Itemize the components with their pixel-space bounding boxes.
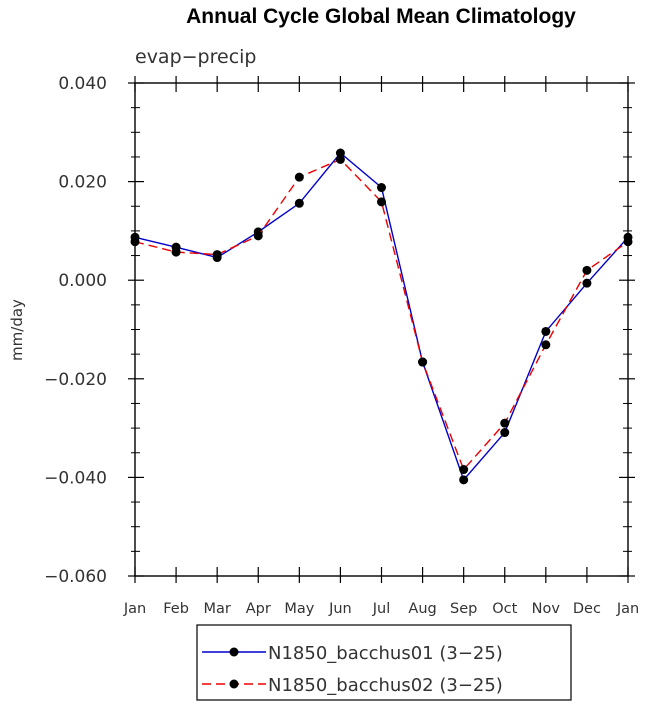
y-tick-label: −0.020 <box>44 370 107 390</box>
x-tick-label: Jan <box>616 601 639 617</box>
x-tick-labels: Jan Feb Mar Apr May Jun Jul Aug Sep Oct Nov Dec Jan <box>123 601 639 617</box>
y-tick-labels: −0.060 −0.040 −0.020 0.000 0.020 0.040 <box>44 74 107 587</box>
series-1-point <box>335 148 345 158</box>
series-2-point <box>171 247 181 257</box>
series-2-point <box>335 154 345 164</box>
x-tick-label: Mar <box>203 601 230 617</box>
series-1-point <box>459 475 469 485</box>
series-1-point <box>541 326 551 336</box>
series-2-point <box>500 418 510 428</box>
x-tick-label: Aug <box>408 601 436 617</box>
series-2-point <box>212 250 222 260</box>
y-axis-label: mm/day <box>8 299 26 361</box>
series-group <box>130 148 633 485</box>
x-tick-label: Feb <box>163 601 189 617</box>
chart-subtitle: evap−precip <box>135 46 257 68</box>
series-1-point <box>582 278 592 288</box>
x-tick-label: Sep <box>450 601 477 617</box>
y-tick-label: −0.060 <box>44 567 107 587</box>
y-tick-label: 0.000 <box>58 271 107 291</box>
series-2-point <box>253 231 263 241</box>
y-tick-label: −0.040 <box>44 468 107 488</box>
series-2-point <box>418 357 428 367</box>
x-tick-label: Dec <box>573 601 601 617</box>
series-1-point <box>500 428 510 438</box>
x-tick-label: Jan <box>123 601 146 617</box>
legend-label-1: N1850_bacchus01 (3−25) <box>268 643 503 664</box>
series-2-point <box>582 265 592 275</box>
legend-marker-2 <box>229 679 239 689</box>
series-2-point <box>377 197 386 207</box>
series-2-point <box>294 172 304 182</box>
legend-label-2: N1850_bacchus02 (3−25) <box>268 675 503 696</box>
series-2-point <box>130 237 140 247</box>
x-tick-label: Oct <box>492 601 517 617</box>
legend: N1850_bacchus01 (3−25) N1850_bacchus02 (3… <box>196 624 572 701</box>
chart-title: Annual Cycle Global Mean Climatology <box>186 5 576 28</box>
x-tick-label: Jun <box>328 601 352 617</box>
plot-frame <box>134 82 629 577</box>
series-2-point <box>541 340 551 350</box>
series-1-point <box>294 198 304 208</box>
series-1-point <box>377 183 386 193</box>
x-tick-label: May <box>284 601 314 617</box>
legend-box <box>196 624 572 701</box>
axis-ticks <box>128 76 635 583</box>
y-tick-label: 0.020 <box>58 173 107 193</box>
x-tick-label: Apr <box>246 601 271 617</box>
series-2-point <box>459 465 469 475</box>
x-tick-label: Nov <box>532 601 561 617</box>
y-tick-label: 0.040 <box>58 74 107 94</box>
x-tick-label: Jul <box>372 601 391 617</box>
series-2-point <box>623 237 633 247</box>
legend-marker-1 <box>229 647 239 657</box>
